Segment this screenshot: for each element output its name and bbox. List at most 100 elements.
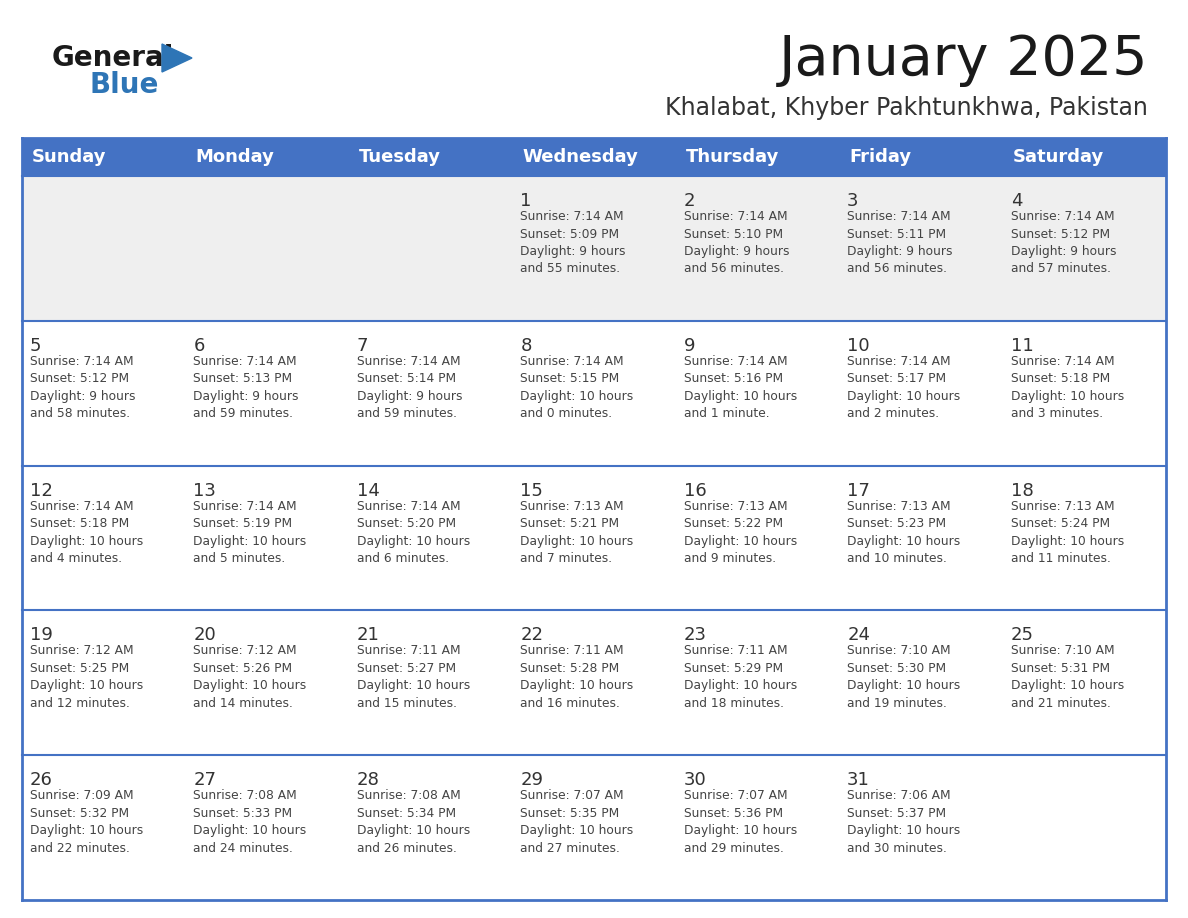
Text: 13: 13: [194, 482, 216, 499]
Text: Sunrise: 7:11 AM
Sunset: 5:29 PM
Daylight: 10 hours
and 18 minutes.: Sunrise: 7:11 AM Sunset: 5:29 PM Dayligh…: [684, 644, 797, 710]
Text: 27: 27: [194, 771, 216, 789]
Text: 7: 7: [356, 337, 368, 354]
Text: Sunrise: 7:14 AM
Sunset: 5:17 PM
Daylight: 10 hours
and 2 minutes.: Sunrise: 7:14 AM Sunset: 5:17 PM Dayligh…: [847, 354, 960, 420]
Text: Sunrise: 7:13 AM
Sunset: 5:21 PM
Daylight: 10 hours
and 7 minutes.: Sunrise: 7:13 AM Sunset: 5:21 PM Dayligh…: [520, 499, 633, 565]
Bar: [1003, 756, 1165, 900]
Bar: [23, 465, 185, 610]
Bar: [185, 320, 349, 465]
Text: 6: 6: [194, 337, 204, 354]
Bar: [839, 176, 1003, 320]
Text: Sunrise: 7:07 AM
Sunset: 5:35 PM
Daylight: 10 hours
and 27 minutes.: Sunrise: 7:07 AM Sunset: 5:35 PM Dayligh…: [520, 789, 633, 855]
Text: Thursday: Thursday: [685, 148, 779, 166]
Bar: [1003, 176, 1165, 320]
Text: Sunrise: 7:10 AM
Sunset: 5:30 PM
Daylight: 10 hours
and 19 minutes.: Sunrise: 7:10 AM Sunset: 5:30 PM Dayligh…: [847, 644, 960, 710]
Text: 12: 12: [30, 482, 53, 499]
Bar: [1003, 320, 1165, 465]
Text: Sunrise: 7:13 AM
Sunset: 5:24 PM
Daylight: 10 hours
and 11 minutes.: Sunrise: 7:13 AM Sunset: 5:24 PM Dayligh…: [1011, 499, 1124, 565]
Text: 2: 2: [684, 192, 695, 210]
Text: 20: 20: [194, 626, 216, 644]
Text: 9: 9: [684, 337, 695, 354]
Text: Tuesday: Tuesday: [359, 148, 441, 166]
Bar: [185, 756, 349, 900]
Bar: [676, 176, 839, 320]
Text: 18: 18: [1011, 482, 1034, 499]
Text: Wednesday: Wednesday: [523, 148, 638, 166]
Bar: [185, 176, 349, 320]
Bar: [839, 320, 1003, 465]
Text: 11: 11: [1011, 337, 1034, 354]
Bar: [1003, 465, 1165, 610]
Text: 31: 31: [847, 771, 870, 789]
Bar: [23, 610, 185, 756]
Bar: [676, 465, 839, 610]
Text: Sunrise: 7:14 AM
Sunset: 5:13 PM
Daylight: 9 hours
and 59 minutes.: Sunrise: 7:14 AM Sunset: 5:13 PM Dayligh…: [194, 354, 299, 420]
Bar: [185, 610, 349, 756]
Text: 19: 19: [30, 626, 53, 644]
Text: Sunrise: 7:14 AM
Sunset: 5:12 PM
Daylight: 9 hours
and 57 minutes.: Sunrise: 7:14 AM Sunset: 5:12 PM Dayligh…: [1011, 210, 1116, 275]
Bar: [512, 756, 676, 900]
Text: 28: 28: [356, 771, 380, 789]
Text: Sunrise: 7:10 AM
Sunset: 5:31 PM
Daylight: 10 hours
and 21 minutes.: Sunrise: 7:10 AM Sunset: 5:31 PM Dayligh…: [1011, 644, 1124, 710]
Text: 15: 15: [520, 482, 543, 499]
Text: 10: 10: [847, 337, 870, 354]
Text: Khalabat, Khyber Pakhtunkhwa, Pakistan: Khalabat, Khyber Pakhtunkhwa, Pakistan: [665, 96, 1148, 120]
Text: Sunrise: 7:07 AM
Sunset: 5:36 PM
Daylight: 10 hours
and 29 minutes.: Sunrise: 7:07 AM Sunset: 5:36 PM Dayligh…: [684, 789, 797, 855]
Text: Saturday: Saturday: [1012, 148, 1104, 166]
Text: Blue: Blue: [90, 71, 159, 99]
Bar: [349, 465, 512, 610]
Text: 8: 8: [520, 337, 532, 354]
Bar: [349, 610, 512, 756]
Bar: [349, 756, 512, 900]
Text: Sunrise: 7:14 AM
Sunset: 5:18 PM
Daylight: 10 hours
and 3 minutes.: Sunrise: 7:14 AM Sunset: 5:18 PM Dayligh…: [1011, 354, 1124, 420]
Bar: [839, 610, 1003, 756]
Text: 22: 22: [520, 626, 543, 644]
Bar: [512, 320, 676, 465]
Bar: [676, 756, 839, 900]
Text: Sunrise: 7:14 AM
Sunset: 5:19 PM
Daylight: 10 hours
and 5 minutes.: Sunrise: 7:14 AM Sunset: 5:19 PM Dayligh…: [194, 499, 307, 565]
Text: Sunrise: 7:14 AM
Sunset: 5:15 PM
Daylight: 10 hours
and 0 minutes.: Sunrise: 7:14 AM Sunset: 5:15 PM Dayligh…: [520, 354, 633, 420]
Text: January 2025: January 2025: [778, 33, 1148, 87]
Text: 14: 14: [356, 482, 380, 499]
Text: 5: 5: [30, 337, 42, 354]
Text: Sunrise: 7:09 AM
Sunset: 5:32 PM
Daylight: 10 hours
and 22 minutes.: Sunrise: 7:09 AM Sunset: 5:32 PM Dayligh…: [30, 789, 144, 855]
Text: Sunrise: 7:14 AM
Sunset: 5:14 PM
Daylight: 9 hours
and 59 minutes.: Sunrise: 7:14 AM Sunset: 5:14 PM Dayligh…: [356, 354, 462, 420]
Text: 23: 23: [684, 626, 707, 644]
Text: Sunrise: 7:14 AM
Sunset: 5:11 PM
Daylight: 9 hours
and 56 minutes.: Sunrise: 7:14 AM Sunset: 5:11 PM Dayligh…: [847, 210, 953, 275]
Text: Sunrise: 7:13 AM
Sunset: 5:23 PM
Daylight: 10 hours
and 10 minutes.: Sunrise: 7:13 AM Sunset: 5:23 PM Dayligh…: [847, 499, 960, 565]
Text: 26: 26: [30, 771, 53, 789]
Text: Sunrise: 7:14 AM
Sunset: 5:10 PM
Daylight: 9 hours
and 56 minutes.: Sunrise: 7:14 AM Sunset: 5:10 PM Dayligh…: [684, 210, 789, 275]
Text: 4: 4: [1011, 192, 1022, 210]
Text: Sunrise: 7:06 AM
Sunset: 5:37 PM
Daylight: 10 hours
and 30 minutes.: Sunrise: 7:06 AM Sunset: 5:37 PM Dayligh…: [847, 789, 960, 855]
Bar: [512, 610, 676, 756]
Bar: [512, 176, 676, 320]
Text: 16: 16: [684, 482, 707, 499]
Bar: [1003, 610, 1165, 756]
Bar: [676, 610, 839, 756]
Bar: [839, 756, 1003, 900]
Bar: [839, 465, 1003, 610]
Text: Sunrise: 7:14 AM
Sunset: 5:09 PM
Daylight: 9 hours
and 55 minutes.: Sunrise: 7:14 AM Sunset: 5:09 PM Dayligh…: [520, 210, 626, 275]
Text: 1: 1: [520, 192, 532, 210]
Text: Sunrise: 7:14 AM
Sunset: 5:12 PM
Daylight: 9 hours
and 58 minutes.: Sunrise: 7:14 AM Sunset: 5:12 PM Dayligh…: [30, 354, 135, 420]
Bar: [23, 320, 185, 465]
Bar: [23, 176, 185, 320]
Text: 17: 17: [847, 482, 870, 499]
Bar: [23, 756, 185, 900]
Text: 25: 25: [1011, 626, 1034, 644]
Text: Sunrise: 7:11 AM
Sunset: 5:28 PM
Daylight: 10 hours
and 16 minutes.: Sunrise: 7:11 AM Sunset: 5:28 PM Dayligh…: [520, 644, 633, 710]
Text: Sunrise: 7:14 AM
Sunset: 5:18 PM
Daylight: 10 hours
and 4 minutes.: Sunrise: 7:14 AM Sunset: 5:18 PM Dayligh…: [30, 499, 144, 565]
Bar: [676, 320, 839, 465]
Bar: [185, 465, 349, 610]
Text: Sunrise: 7:13 AM
Sunset: 5:22 PM
Daylight: 10 hours
and 9 minutes.: Sunrise: 7:13 AM Sunset: 5:22 PM Dayligh…: [684, 499, 797, 565]
Text: Sunrise: 7:14 AM
Sunset: 5:20 PM
Daylight: 10 hours
and 6 minutes.: Sunrise: 7:14 AM Sunset: 5:20 PM Dayligh…: [356, 499, 470, 565]
Bar: [512, 465, 676, 610]
Text: 30: 30: [684, 771, 707, 789]
Text: Sunrise: 7:12 AM
Sunset: 5:25 PM
Daylight: 10 hours
and 12 minutes.: Sunrise: 7:12 AM Sunset: 5:25 PM Dayligh…: [30, 644, 144, 710]
Text: General: General: [52, 44, 175, 72]
Text: 21: 21: [356, 626, 380, 644]
Text: Sunrise: 7:11 AM
Sunset: 5:27 PM
Daylight: 10 hours
and 15 minutes.: Sunrise: 7:11 AM Sunset: 5:27 PM Dayligh…: [356, 644, 470, 710]
Text: Sunday: Sunday: [32, 148, 107, 166]
Text: 3: 3: [847, 192, 859, 210]
Bar: [349, 320, 512, 465]
Text: Monday: Monday: [196, 148, 274, 166]
